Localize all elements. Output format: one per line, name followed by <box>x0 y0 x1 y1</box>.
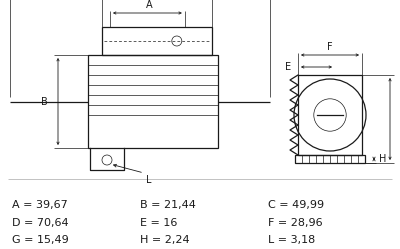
Bar <box>298 75 362 155</box>
Text: A: A <box>146 0 153 10</box>
Text: E: E <box>285 62 291 72</box>
Text: L = 3,18: L = 3,18 <box>268 235 315 245</box>
Text: G = 15,49: G = 15,49 <box>12 235 69 245</box>
Text: L: L <box>146 175 152 185</box>
Text: D = 70,64: D = 70,64 <box>12 218 69 228</box>
Text: A = 39,67: A = 39,67 <box>12 200 68 210</box>
Text: E = 16: E = 16 <box>140 218 177 228</box>
Bar <box>295 155 365 163</box>
Text: H = 2,24: H = 2,24 <box>140 235 190 245</box>
Text: C = 49,99: C = 49,99 <box>268 200 324 210</box>
Text: H: H <box>379 154 386 164</box>
Text: F = 28,96: F = 28,96 <box>268 218 323 228</box>
Bar <box>102 27 212 55</box>
Bar <box>88 55 218 148</box>
Text: B: B <box>41 97 48 107</box>
Text: B = 21,44: B = 21,44 <box>140 200 196 210</box>
Text: F: F <box>327 42 333 52</box>
